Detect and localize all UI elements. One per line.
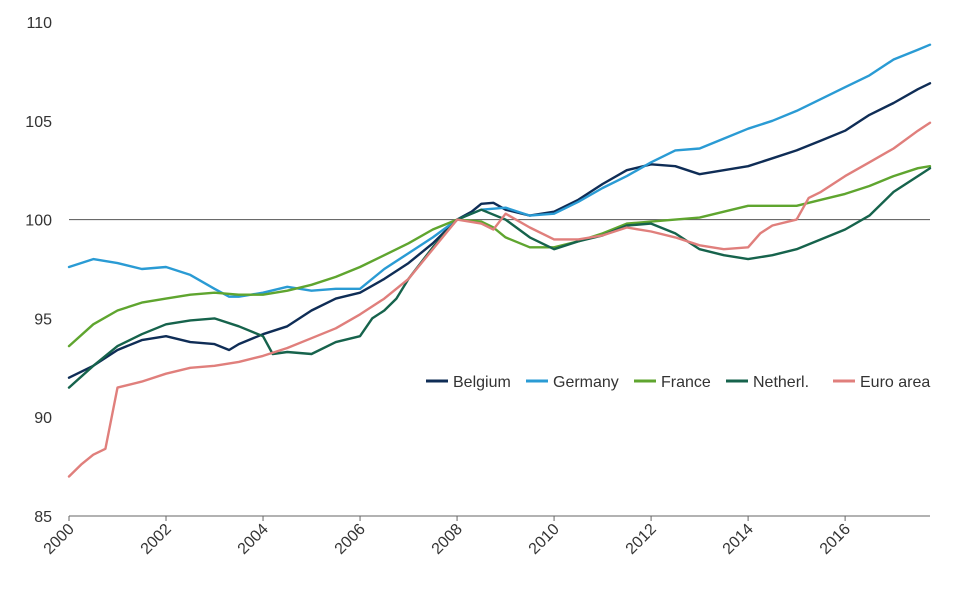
y-tick-label: 95 — [34, 311, 52, 328]
legend-label: Germany — [553, 374, 619, 391]
y-tick-label: 85 — [34, 509, 52, 526]
y-axis-tick-labels: 85 90 95 100 105 110 — [25, 15, 52, 526]
series-lines — [67, 43, 932, 478]
x-tick-label: 2000 — [41, 521, 78, 558]
series-line-france — [67, 165, 932, 348]
series-line-belgium — [67, 82, 932, 379]
legend-label: Euro area — [860, 374, 930, 391]
legend-label: Belgium — [453, 374, 511, 391]
x-tick-label: 2016 — [817, 521, 854, 558]
x-tick-label: 2004 — [235, 521, 272, 558]
legend: Belgium Germany France Netherl. Euro area — [426, 374, 930, 391]
y-tick-label: 90 — [34, 410, 52, 427]
series-line-germany — [67, 43, 932, 298]
series-line-netherl — [67, 167, 932, 389]
x-tick-label: 2008 — [429, 521, 466, 558]
y-tick-label: 100 — [25, 213, 52, 230]
legend-label: France — [661, 374, 711, 391]
x-axis-ticks — [68, 516, 846, 521]
x-tick-label: 2014 — [720, 521, 757, 558]
x-axis-tick-labels: 2000 2002 2004 2006 2008 2010 2012 2014 2016 — [41, 521, 854, 558]
x-tick-label: 2010 — [526, 521, 563, 558]
y-tick-label: 110 — [26, 15, 52, 32]
x-tick-label: 2006 — [332, 521, 369, 558]
y-tick-label: 105 — [25, 114, 52, 131]
series-line-euro-area — [67, 121, 932, 478]
x-tick-label: 2012 — [623, 521, 660, 558]
legend-label: Netherl. — [753, 374, 809, 391]
x-tick-label: 2002 — [138, 521, 175, 558]
